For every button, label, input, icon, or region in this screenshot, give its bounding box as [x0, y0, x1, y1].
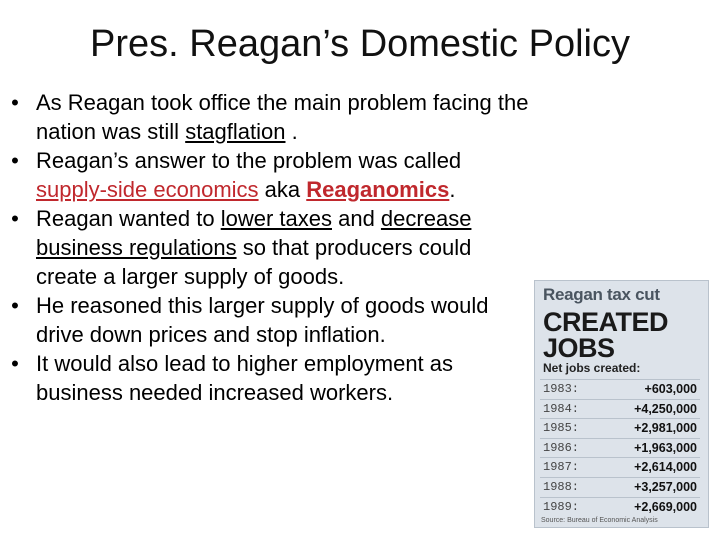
- table-row: 1989: +2,669,000: [540, 496, 700, 517]
- table-row: 1987: +2,614,000: [540, 457, 700, 477]
- bullet-item: • Reagan wanted to lower taxes and decre…: [0, 204, 530, 291]
- term-decrease-regulations: decrease business regulations: [36, 206, 472, 260]
- clip-kicker: Reagan tax cut: [543, 285, 660, 304]
- bullet-dot: •: [11, 293, 19, 318]
- bullet-item: • He reasoned this larger supply of good…: [0, 291, 530, 349]
- bullet-item: • As Reagan took office the main problem…: [0, 88, 530, 146]
- clip-source: Source: Bureau of Economic Analysis: [541, 517, 658, 524]
- term-lower-taxes: lower taxes: [220, 206, 332, 231]
- bullet-dot: •: [11, 90, 19, 115]
- bullet-dot: •: [11, 206, 19, 231]
- newspaper-clipping-image: Reagan tax cut CREATED JOBS Net jobs cre…: [534, 280, 709, 528]
- clip-subhead: Net jobs created:: [543, 361, 641, 375]
- table-row: 1988: +3,257,000: [540, 476, 700, 497]
- bullet-dot: •: [11, 351, 19, 376]
- table-row: 1984: +4,250,000: [540, 398, 700, 419]
- bullet-list: • As Reagan took office the main problem…: [0, 88, 530, 407]
- table-row: 1986: +1,963,000: [540, 437, 700, 458]
- term-supply-side-link[interactable]: supply-side economics: [36, 177, 259, 202]
- slide-title: Pres. Reagan’s Domestic Policy: [90, 23, 630, 65]
- bullet-item: • Reagan’s answer to the problem was cal…: [0, 146, 530, 204]
- bullet-dot: •: [11, 148, 19, 173]
- clip-headline: CREATED JOBS: [543, 307, 669, 363]
- term-reaganomics-link[interactable]: Reaganomics: [306, 177, 450, 202]
- table-row: 1983: +603,000: [540, 379, 700, 399]
- term-stagflation: stagflation: [185, 119, 286, 144]
- table-row: 1985: +2,981,000: [540, 418, 700, 438]
- jobs-table: 1983: +603,000 1984: +4,250,000 1985: +2,98…: [540, 379, 700, 516]
- bullet-item: • It would also lead to higher employmen…: [0, 349, 530, 407]
